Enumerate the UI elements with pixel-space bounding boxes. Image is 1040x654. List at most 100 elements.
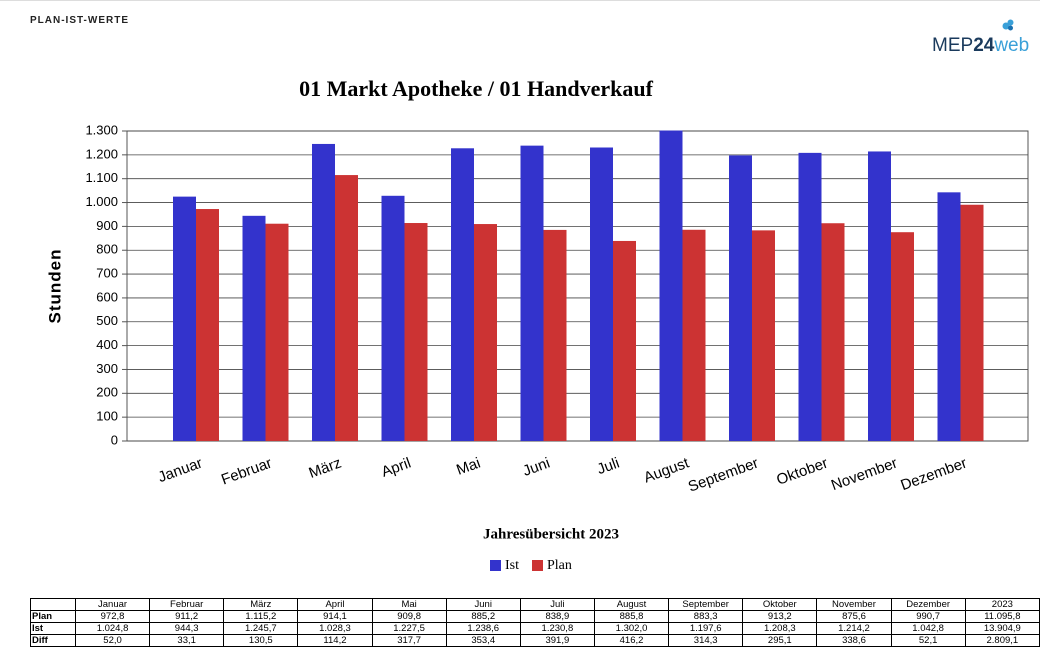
legend-swatch (532, 560, 543, 571)
table-cell: 914,1 (297, 610, 373, 623)
table-cell: 909,8 (371, 610, 447, 623)
y-tick-label: 400 (96, 337, 118, 352)
y-tick-label: 300 (96, 361, 118, 376)
table-cell: 885,8 (593, 610, 670, 623)
bar (474, 224, 497, 441)
table-cell: 52,0 (74, 634, 151, 647)
table-cell: 391,9 (519, 634, 595, 647)
y-tick-label: 1.300 (85, 122, 118, 137)
table-cell: 1.197,6 (668, 622, 744, 635)
logo-number: 24 (973, 35, 995, 56)
table-header-cell: Dezember (890, 598, 966, 611)
table-header-cell: Juni (445, 598, 521, 611)
table-cell: 2.809,1 (964, 634, 1040, 647)
x-tick-label: Mai (454, 455, 483, 479)
x-tick-label: Oktober (774, 455, 830, 489)
bar (752, 230, 775, 441)
x-tick-label: Juni (521, 455, 553, 480)
x-tick-label: August (642, 454, 692, 486)
bar (590, 147, 613, 442)
bar (659, 130, 683, 441)
bar (196, 209, 219, 441)
bar (798, 152, 822, 441)
table-cell: 13.904,9 (964, 622, 1040, 635)
page-title: PLAN-IST-WERTE (30, 15, 129, 26)
bar (335, 175, 358, 441)
table-cell: 1.208,3 (742, 622, 818, 635)
y-tick-label: 0 (111, 432, 118, 447)
table-row-header: Diff (30, 634, 76, 647)
y-tick-label: 1.200 (85, 146, 118, 161)
table-header-cell: Oktober (742, 598, 818, 611)
table-cell: 52,1 (890, 634, 966, 647)
bar (520, 145, 544, 441)
table-cell: 338,6 (816, 634, 892, 647)
table-cell: 911,2 (149, 610, 225, 623)
table-cell: 990,7 (890, 610, 966, 623)
data-table: Januar Februar März April Mai Juni Juli August S… (30, 598, 1040, 647)
y-tick-label: 100 (96, 409, 118, 424)
table-header-cell: Juli (519, 598, 595, 611)
table-header-cell: 2023 (964, 598, 1040, 611)
bar (451, 148, 474, 442)
table-cell: 1.024,8 (74, 622, 151, 635)
x-tick-label: Januar (156, 455, 205, 487)
table-header-cell: September (668, 598, 744, 611)
bar (682, 229, 706, 441)
table-header-cell: April (297, 598, 373, 611)
bar (937, 192, 961, 441)
bar (242, 215, 266, 441)
table-header-cell: Januar (74, 598, 151, 611)
table-cell: 416,2 (593, 634, 670, 647)
table-row: Ist 1.024,8 944,3 1.245,7 1.028,3 1.227,5 1.23… (30, 622, 1040, 635)
chart: 01 Markt Apotheke / 01 Handverkauf Stund… (45, 76, 1029, 573)
bar (891, 232, 914, 441)
bar (404, 223, 428, 441)
table-header-cell: Mai (371, 598, 447, 611)
x-tick-label: September (686, 455, 761, 496)
table-cell: 1.214,2 (816, 622, 892, 635)
table-header-cell: November (816, 598, 892, 611)
table-cell: 1.115,2 (223, 610, 299, 623)
table-cell: 317,7 (371, 634, 447, 647)
logo-suffix: web (994, 35, 1030, 56)
y-tick-label: 1.100 (85, 170, 118, 185)
bar (265, 223, 289, 441)
table-cell: 314,3 (668, 634, 744, 647)
y-axis-label: Stunden (45, 249, 64, 324)
logo-icon (1002, 19, 1014, 31)
table-cell: 972,8 (74, 610, 151, 623)
legend-swatch (490, 560, 501, 571)
x-tick-label: März (307, 455, 344, 482)
legend-label: Plan (547, 558, 572, 573)
table-cell: 1.230,8 (519, 622, 595, 635)
table-cell: 1.302,0 (593, 622, 670, 635)
table-cell: 913,2 (742, 610, 818, 623)
table-cell: 1.227,5 (371, 622, 447, 635)
table-cell: 1.028,3 (297, 622, 373, 635)
table-cell: 885,2 (445, 610, 521, 623)
x-tick-label: Juli (595, 455, 622, 479)
bar (543, 229, 567, 441)
y-tick-label: 900 (96, 218, 118, 233)
table-header-cell: August (593, 598, 670, 611)
table-row-header: Ist (30, 622, 76, 635)
bar (821, 223, 845, 441)
bar (381, 195, 405, 441)
table-cell: 1.245,7 (223, 622, 299, 635)
table-cell: 944,3 (149, 622, 225, 635)
bar (960, 204, 984, 441)
x-tick-label: Februar (219, 455, 274, 489)
x-axis-label: Jahresübersicht 2023 (483, 526, 619, 542)
legend-label: Ist (505, 558, 519, 573)
table-cell: 883,3 (668, 610, 744, 623)
x-tick-label: November (829, 455, 900, 495)
table-cell: 114,2 (297, 634, 373, 647)
logo-prefix: MEP (932, 35, 974, 56)
y-tick-label: 500 (96, 313, 118, 328)
table-row: Diff 52,0 33,1 130,5 114,2 317,7 353,4 391,9 416… (30, 634, 1040, 647)
x-tick-label: Dezember (898, 455, 969, 495)
y-tick-label: 200 (96, 385, 118, 400)
y-tick-label: 1.000 (85, 194, 118, 209)
